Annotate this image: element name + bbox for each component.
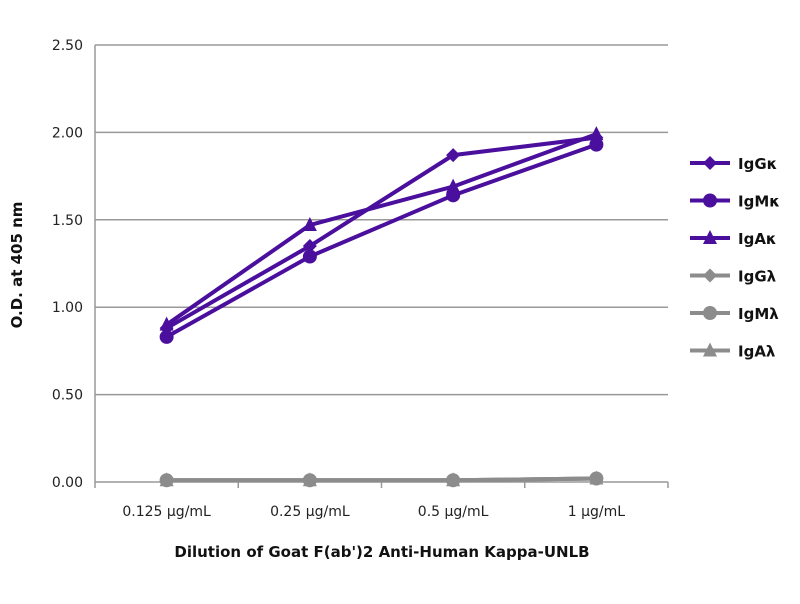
legend-item: IgMκ <box>690 193 780 211</box>
series-1 <box>159 137 604 344</box>
legend-label: IgAλ <box>738 343 776 361</box>
legend-marker <box>703 342 717 357</box>
series-5 <box>159 470 604 487</box>
y-tick-label: 2.00 <box>52 125 83 141</box>
series-line <box>165 132 598 327</box>
series-line <box>165 142 598 339</box>
data-point <box>302 239 317 254</box>
legend-label: IgMκ <box>738 193 780 211</box>
data-point <box>159 329 174 344</box>
legend-label: IgGκ <box>738 155 777 173</box>
legend-marker <box>703 268 717 283</box>
y-tick-label: 1.00 <box>52 300 83 316</box>
legend-item: IgAκ <box>690 230 777 248</box>
legend-marker <box>703 156 717 170</box>
y-tick-label: 0.50 <box>52 388 83 404</box>
legend-item: IgAλ <box>690 342 776 361</box>
data-point <box>159 472 174 487</box>
legend-marker <box>703 306 717 320</box>
data-point <box>589 137 604 152</box>
legend-marker <box>703 230 717 244</box>
data-point <box>302 472 317 487</box>
legend-item: IgMλ <box>690 305 779 323</box>
x-tick-label: 0.125 µg/mL <box>122 504 211 520</box>
legend-label: IgMλ <box>738 305 779 323</box>
data-point <box>446 472 461 487</box>
data-point <box>302 217 317 232</box>
data-point <box>589 126 604 141</box>
data-point <box>589 470 604 485</box>
data-point <box>159 316 174 331</box>
legend-item: IgGκ <box>690 155 777 173</box>
series-line <box>165 135 597 330</box>
legend-item: IgGλ <box>690 268 777 286</box>
legend-marker <box>703 193 717 208</box>
x-tick-label: 0.25 µg/mL <box>270 504 350 520</box>
x-axis-label: Dilution of Goat F(ab')2 Anti-Human Kapp… <box>174 543 589 561</box>
y-tick-label: 2.50 <box>52 38 83 54</box>
y-axis-label: O.D. at 405 nm <box>8 202 26 329</box>
series-2 <box>159 126 604 331</box>
data-point <box>446 178 461 193</box>
data-point <box>446 148 461 163</box>
y-tick-label: 1.50 <box>52 213 83 229</box>
legend-label: IgGλ <box>738 268 777 286</box>
x-tick-label: 0.5 µg/mL <box>418 504 489 520</box>
y-tick-label: 0.00 <box>52 475 83 491</box>
x-tick-label: 1 µg/mL <box>568 504 626 520</box>
data-point <box>302 249 317 264</box>
legend-label: IgAκ <box>738 230 777 248</box>
series-line <box>166 476 597 483</box>
